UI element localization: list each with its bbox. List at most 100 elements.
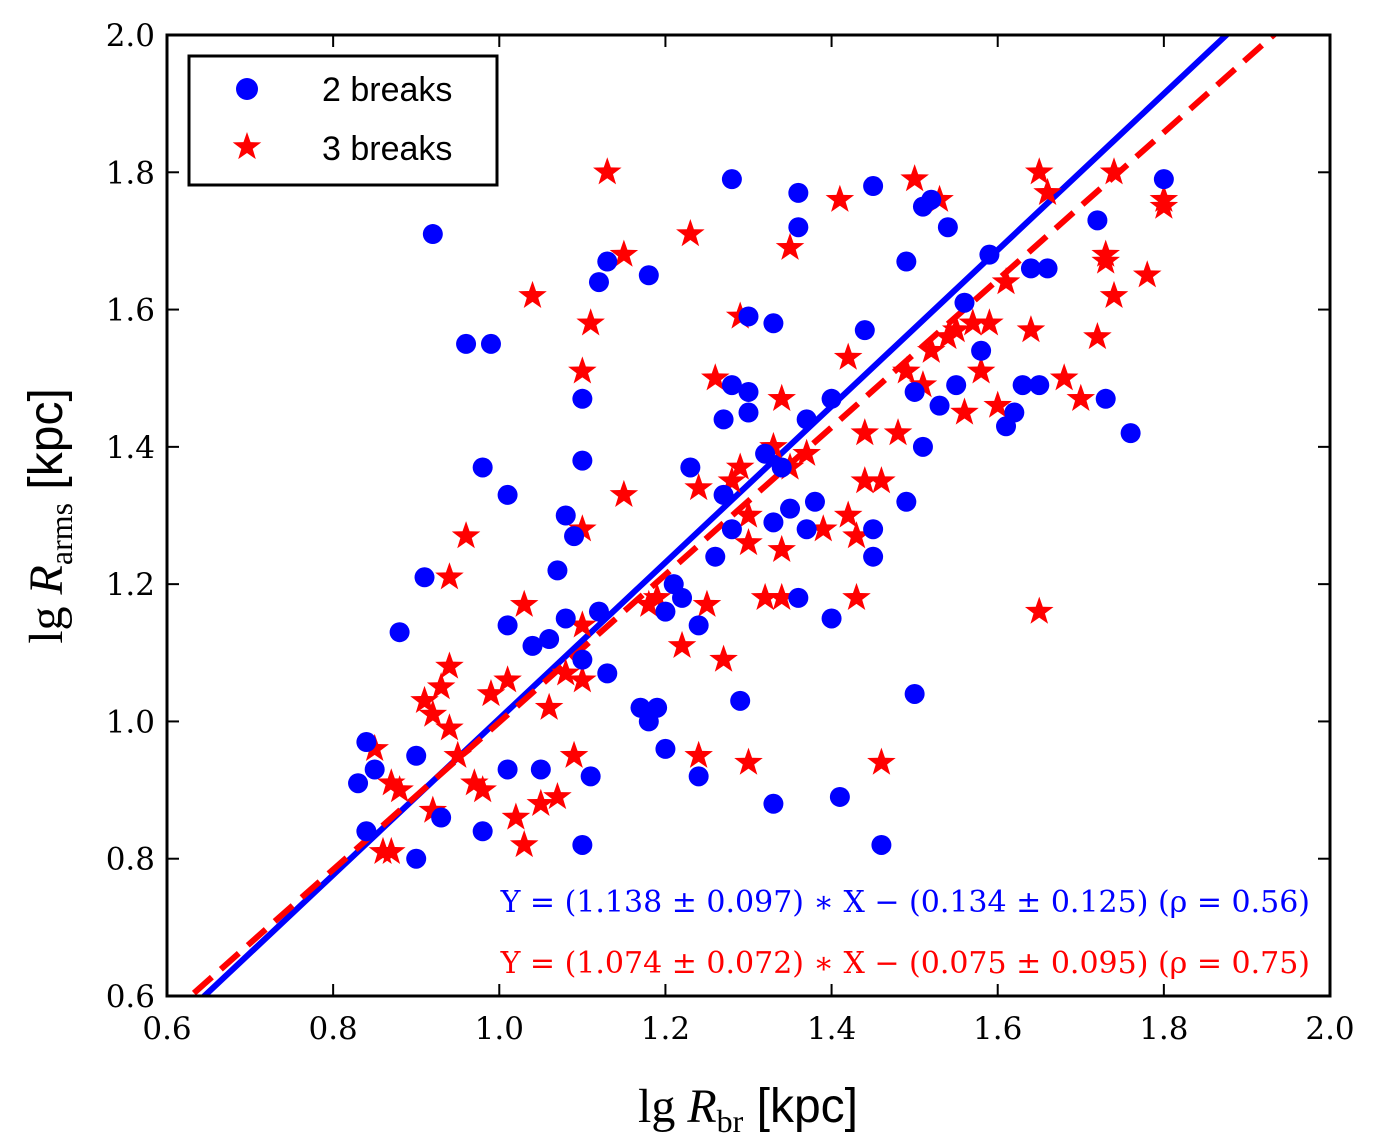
point-2-breaks xyxy=(871,834,892,855)
point-3-breaks xyxy=(559,740,589,768)
point-3-breaks xyxy=(509,589,539,617)
legend: 2 breaks 3 breaks xyxy=(187,54,499,187)
point-3-breaks xyxy=(1083,322,1112,350)
point-2-breaks xyxy=(1153,169,1174,190)
y-tick-label: 0.8 xyxy=(106,842,155,878)
point-2-breaks xyxy=(555,505,576,526)
point-3-breaks xyxy=(842,582,871,611)
point-2-breaks xyxy=(721,169,742,190)
y-axis-label: lg Rarms [kpc] xyxy=(20,388,79,644)
y-tick-label: 1.0 xyxy=(106,704,155,740)
point-3-breaks xyxy=(767,383,796,411)
point-3-breaks xyxy=(1099,280,1129,308)
x-tick-label: 1.2 xyxy=(641,1011,690,1047)
point-3-breaks xyxy=(883,418,913,446)
point-2-breaks xyxy=(564,526,585,547)
x-tick-label: 0.6 xyxy=(142,1011,191,1047)
point-3-breaks xyxy=(892,356,921,384)
point-3-breaks xyxy=(916,335,946,363)
point-2-breaks xyxy=(804,491,825,512)
point-2-breaks xyxy=(497,615,518,636)
point-3-breaks xyxy=(825,184,855,212)
point-2-breaks xyxy=(763,793,784,814)
y-tick-label: 1.2 xyxy=(106,567,155,603)
point-2-breaks xyxy=(539,629,560,650)
point-2-breaks xyxy=(588,601,609,622)
point-2-breaks xyxy=(1095,388,1116,409)
point-2-breaks xyxy=(572,450,593,471)
point-3-breaks xyxy=(568,665,597,693)
point-3-breaks xyxy=(576,308,605,336)
point-3-breaks xyxy=(966,356,996,384)
point-3-breaks xyxy=(867,747,896,775)
y-axis-label-var: R xyxy=(20,565,73,595)
point-3-breaks xyxy=(941,315,971,343)
point-2-breaks xyxy=(738,381,759,402)
point-2-breaks xyxy=(597,663,618,684)
point-3-breaks xyxy=(426,672,456,700)
point-2-breaks xyxy=(497,759,518,780)
point-2-breaks xyxy=(904,381,925,402)
point-2-breaks xyxy=(1004,402,1025,423)
point-3-breaks xyxy=(767,534,796,562)
point-3-breaks xyxy=(568,356,597,384)
x-tick-label: 1.4 xyxy=(807,1011,856,1047)
point-3-breaks xyxy=(493,665,522,693)
point-3-breaks xyxy=(1091,246,1120,274)
point-2-breaks xyxy=(672,587,693,608)
point-2-breaks xyxy=(863,176,884,197)
point-3-breaks xyxy=(867,466,896,494)
point-3-breaks xyxy=(850,466,880,494)
point-3-breaks xyxy=(692,589,722,617)
data-points xyxy=(348,157,1179,869)
point-3-breaks xyxy=(717,466,747,494)
point-3-breaks xyxy=(468,775,497,803)
x-tick-label: 0.8 xyxy=(308,1011,357,1047)
point-3-breaks xyxy=(435,562,464,590)
point-2-breaks xyxy=(580,766,601,787)
point-3-breaks xyxy=(385,775,414,803)
point-2-breaks xyxy=(680,457,701,478)
x-axis-label-unit: [kpc] xyxy=(743,1080,858,1133)
point-2-breaks xyxy=(755,443,776,464)
point-3-breaks xyxy=(792,438,821,466)
point-2-breaks xyxy=(788,217,809,238)
point-3-breaks xyxy=(451,521,481,549)
point-3-breaks xyxy=(410,685,439,713)
point-3-breaks xyxy=(1033,177,1062,206)
point-3-breaks xyxy=(684,473,713,501)
point-3-breaks xyxy=(684,740,713,768)
y-axis-label-unit: [kpc] xyxy=(20,388,73,503)
point-3-breaks xyxy=(551,658,581,686)
point-3-breaks xyxy=(1066,383,1096,411)
point-2-breaks xyxy=(780,498,801,519)
y-tick-label: 1.4 xyxy=(106,430,155,466)
point-2-breaks xyxy=(713,484,734,505)
y-tick-label: 1.6 xyxy=(106,293,155,329)
point-2-breaks xyxy=(788,182,809,203)
point-3-breaks xyxy=(1016,315,1046,343)
y-tick-label: 0.6 xyxy=(106,979,155,1015)
point-3-breaks xyxy=(667,630,697,659)
point-3-breaks xyxy=(501,802,531,830)
point-2-breaks xyxy=(896,251,917,272)
point-3-breaks xyxy=(1149,184,1179,212)
point-3-breaks xyxy=(593,157,622,185)
legend-label-3-breaks: 3 breaks xyxy=(322,130,452,168)
point-3-breaks xyxy=(983,390,1012,418)
fit-equation-2-breaks: Y = (1.138 ± 0.097) ∗ X − (0.134 ± 0.125… xyxy=(500,885,1310,920)
point-3-breaks xyxy=(908,370,938,398)
point-3-breaks xyxy=(642,582,672,611)
point-3-breaks xyxy=(435,713,464,741)
y-tick-label: 2.0 xyxy=(106,18,155,54)
point-3-breaks xyxy=(435,651,464,679)
point-3-breaks xyxy=(568,610,597,638)
point-2-breaks xyxy=(979,244,1000,265)
point-3-breaks xyxy=(933,322,963,350)
point-2-breaks xyxy=(688,766,709,787)
point-2-breaks xyxy=(937,217,958,238)
point-2-breaks xyxy=(946,375,967,396)
x-tick-label: 2.0 xyxy=(1305,1011,1354,1047)
point-3-breaks xyxy=(833,342,863,370)
point-2-breaks xyxy=(904,683,925,704)
